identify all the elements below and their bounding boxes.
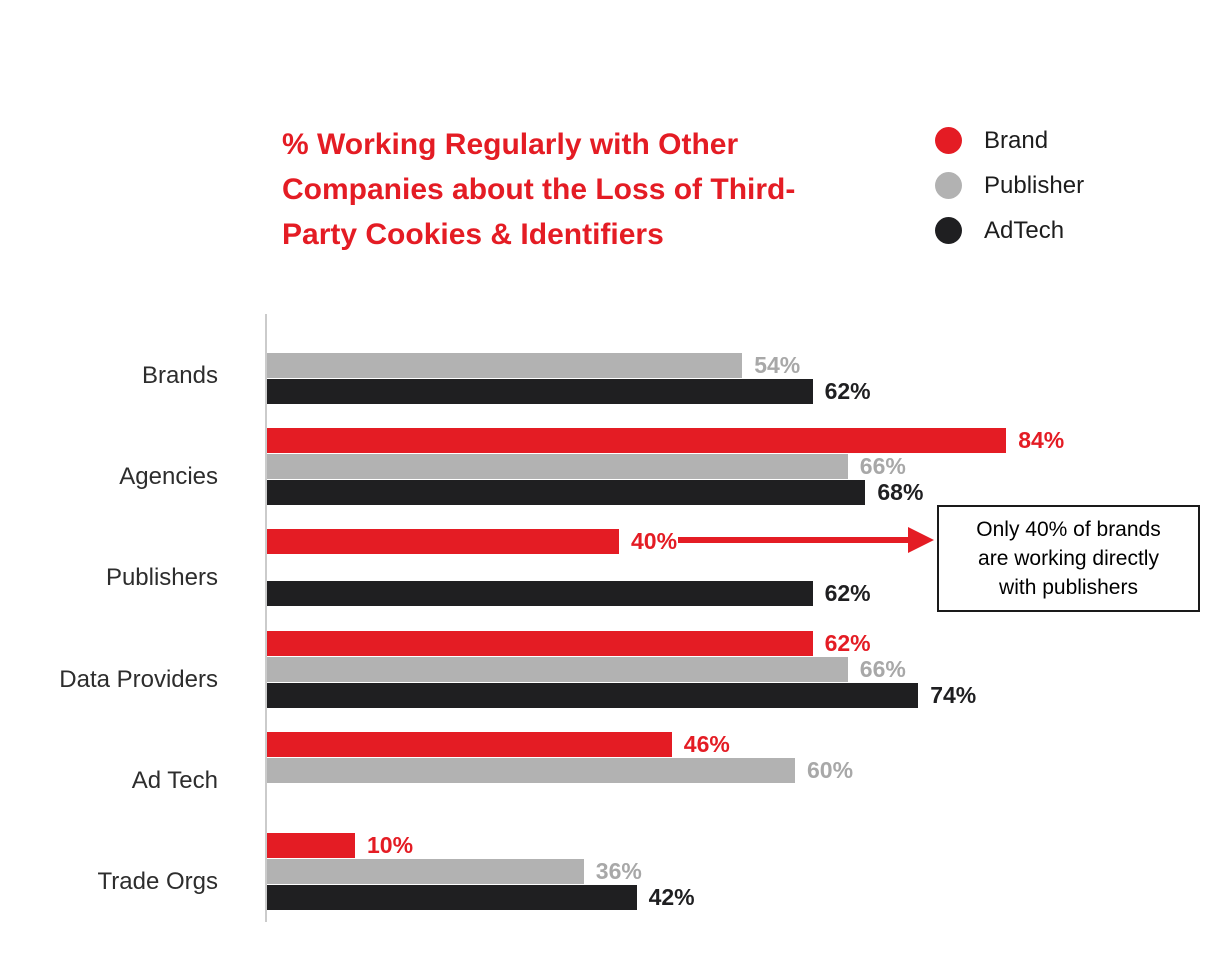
bar-row: 42% bbox=[267, 884, 695, 910]
chart-title: % Working Regularly with Other Companies… bbox=[282, 122, 882, 257]
y-axis-line bbox=[265, 314, 267, 922]
bar-row: 66% bbox=[267, 453, 1064, 479]
value-label: 42% bbox=[648, 883, 695, 910]
value-label: 66% bbox=[859, 452, 906, 479]
bar-row: 66% bbox=[267, 656, 976, 682]
category-bars: 40% 62% bbox=[267, 528, 871, 606]
bar-row: 68% bbox=[267, 479, 1064, 505]
bar-row: 74% bbox=[267, 682, 976, 708]
legend-label: AdTech bbox=[984, 216, 1065, 244]
bar-row: 60% bbox=[267, 757, 853, 783]
brand-legend-dot-icon bbox=[935, 127, 962, 154]
bar-brand bbox=[267, 528, 619, 554]
publisher-legend-dot-icon bbox=[935, 172, 962, 199]
category-bars: 62% 66% 74% bbox=[267, 630, 976, 708]
legend: Brand Publisher AdTech bbox=[935, 118, 1084, 253]
bar-row: 54% bbox=[267, 352, 871, 378]
category-label: Trade Orgs bbox=[97, 868, 218, 895]
bar-adtech bbox=[267, 378, 813, 404]
bar-publisher bbox=[267, 858, 584, 884]
category-label: Data Providers bbox=[59, 666, 218, 693]
bar-adtech bbox=[267, 884, 637, 910]
chart-title-line: Companies about the Loss of Third- bbox=[282, 173, 796, 206]
bar-row: 84% bbox=[267, 427, 1064, 453]
chart-title-line: Party Cookies & Identifiers bbox=[282, 218, 664, 251]
bar-brand bbox=[267, 832, 355, 858]
value-label: 84% bbox=[1018, 426, 1065, 453]
value-label: 46% bbox=[683, 730, 730, 757]
legend-item-publisher: Publisher bbox=[935, 163, 1084, 208]
category-group: Ad Tech 46% 60% bbox=[0, 731, 1212, 809]
category-label: Ad Tech bbox=[131, 767, 218, 794]
value-label: 36% bbox=[595, 857, 642, 884]
category-group: Agencies 84% 66% 68% bbox=[0, 427, 1212, 505]
legend-label: Brand bbox=[984, 126, 1049, 154]
legend-item-brand: Brand bbox=[935, 118, 1084, 163]
category-label: Brands bbox=[141, 362, 218, 389]
bar-brand bbox=[267, 427, 1007, 453]
annotation-text-line: with publishers bbox=[999, 576, 1138, 599]
bar-publisher bbox=[267, 757, 795, 783]
legend-label: Publisher bbox=[984, 171, 1085, 199]
bar-row: 40% bbox=[267, 528, 871, 554]
bar-publisher bbox=[267, 656, 848, 682]
bar-adtech bbox=[267, 479, 866, 505]
bar-adtech bbox=[267, 580, 813, 606]
value-label: 74% bbox=[930, 681, 977, 708]
bar-publisher bbox=[267, 453, 848, 479]
category-group: Brands 54% 62% bbox=[0, 326, 1212, 404]
category-bars: 10% 36% 42% bbox=[267, 832, 695, 910]
value-label: 60% bbox=[807, 756, 854, 783]
bar-row bbox=[267, 554, 871, 580]
bar-brand bbox=[267, 731, 672, 757]
value-label: 62% bbox=[824, 377, 871, 404]
category-group: Trade Orgs 10% 36% 42% bbox=[0, 832, 1212, 910]
value-label: 54% bbox=[754, 351, 801, 378]
value-label: 62% bbox=[824, 579, 871, 606]
annotation-arrow-icon bbox=[678, 527, 934, 553]
bar-row bbox=[267, 783, 853, 809]
value-label: 68% bbox=[877, 478, 924, 505]
bar-row: 10% bbox=[267, 832, 695, 858]
category-bars: 84% 66% 68% bbox=[267, 427, 1064, 505]
legend-item-adtech: AdTech bbox=[935, 208, 1084, 253]
adtech-legend-dot-icon bbox=[935, 217, 962, 244]
value-label: 66% bbox=[859, 655, 906, 682]
category-bars: 46% 60% bbox=[267, 731, 853, 809]
value-label: 62% bbox=[824, 629, 871, 656]
bar-adtech bbox=[267, 682, 919, 708]
bar-row bbox=[267, 326, 871, 352]
value-label: 10% bbox=[367, 831, 414, 858]
annotation-box: Only 40% of brands are working directly … bbox=[937, 505, 1200, 612]
bar-row: 46% bbox=[267, 731, 853, 757]
category-bars: 54% 62% bbox=[267, 326, 871, 404]
annotation-text-line: Only 40% of brands bbox=[976, 518, 1161, 541]
bar-row: 62% bbox=[267, 378, 871, 404]
bar-brand bbox=[267, 630, 813, 656]
category-label: Agencies bbox=[119, 463, 218, 490]
bar-publisher bbox=[267, 352, 743, 378]
bar-row: 62% bbox=[267, 630, 976, 656]
category-group: Data Providers 62% 66% 74% bbox=[0, 630, 1212, 708]
bar-row: 36% bbox=[267, 858, 695, 884]
value-label: 40% bbox=[631, 527, 678, 554]
category-label: Publishers bbox=[105, 564, 218, 591]
chart-title-line: % Working Regularly with Other bbox=[282, 128, 739, 161]
bar-row: 62% bbox=[267, 580, 871, 606]
annotation-text-line: are working directly bbox=[978, 547, 1159, 570]
bar-chart: Brands 54% 62% Agencies 84% 66% 68% Publishers 4… bbox=[0, 314, 1212, 922]
category-group: Publishers 40% 62% bbox=[0, 528, 1212, 606]
